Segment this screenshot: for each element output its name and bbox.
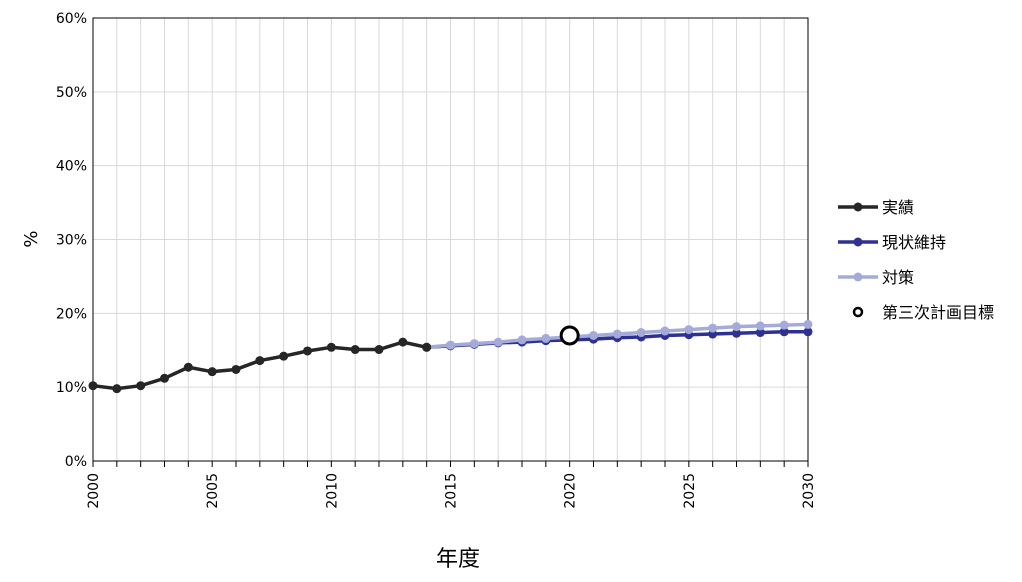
data-point	[803, 327, 813, 337]
data-point	[755, 328, 765, 338]
data-point	[279, 351, 289, 361]
data-point	[160, 373, 169, 383]
data-point	[517, 335, 527, 345]
series-group	[88, 319, 813, 394]
y-tick-label: 20%	[56, 306, 87, 322]
x-tick-label: 2010	[324, 473, 340, 509]
series-対策	[422, 319, 813, 352]
x-axis-ticks: 2000 2005 2010 2015 2020 2025 2030	[86, 473, 817, 509]
legend-label: 第三次計画目標	[882, 303, 994, 322]
legend-item: 第三次計画目標	[852, 303, 994, 322]
data-point	[112, 384, 122, 394]
grid	[92, 17, 809, 467]
data-point	[398, 337, 408, 347]
legend-swatch-marker	[853, 202, 863, 212]
x-axis-label: 年度	[436, 547, 480, 572]
data-point	[732, 322, 741, 332]
x-tick-label: 2020	[563, 473, 579, 509]
data-point	[255, 356, 265, 366]
x-tick-label: 2000	[86, 473, 102, 509]
data-point	[612, 329, 622, 339]
data-point	[803, 319, 813, 329]
y-tick-label: 30%	[56, 233, 87, 249]
legend-swatch-marker	[853, 237, 863, 247]
target-marker	[559, 325, 580, 346]
legend-swatch-marker	[853, 272, 863, 282]
data-point	[136, 381, 146, 391]
legend-item: 対策	[838, 268, 914, 287]
y-axis-label: %	[21, 230, 42, 247]
y-axis-ticks: 0% 10% 20% 30% 40% 50% 60%	[56, 11, 87, 470]
legend-label: 実績	[882, 198, 914, 217]
data-point	[732, 328, 741, 338]
data-point	[422, 342, 432, 352]
data-point	[350, 345, 360, 355]
data-point	[779, 327, 789, 337]
data-point	[779, 320, 789, 330]
x-tick-label: 2025	[682, 473, 698, 509]
x-tick-label: 2005	[205, 473, 221, 509]
data-point	[303, 346, 312, 356]
y-tick-label: 0%	[65, 454, 87, 470]
y-tick-label: 10%	[56, 380, 87, 396]
legend-label: 現状維持	[882, 233, 946, 252]
data-point	[660, 326, 670, 336]
data-point	[446, 340, 455, 350]
data-point	[493, 337, 503, 347]
data-point	[684, 325, 694, 335]
x-tick-label: 2030	[801, 473, 817, 509]
data-point	[541, 333, 551, 343]
data-point	[708, 323, 718, 333]
x-tick-label: 2015	[444, 473, 460, 509]
data-point	[469, 339, 479, 349]
legend-item: 実績	[838, 198, 914, 217]
data-point	[183, 362, 193, 372]
data-point	[755, 321, 765, 331]
data-point	[589, 330, 598, 340]
data-point	[88, 381, 98, 391]
data-point	[207, 367, 217, 377]
data-point	[374, 345, 384, 355]
data-point	[231, 364, 241, 374]
legend-swatch-marker	[852, 306, 864, 318]
legend-item: 現状維持	[838, 233, 946, 252]
data-point	[326, 342, 336, 352]
series-実績	[88, 337, 432, 394]
data-point	[636, 328, 646, 338]
legend-label: 対策	[882, 268, 914, 287]
y-tick-label: 50%	[56, 85, 87, 101]
y-tick-label: 60%	[56, 11, 87, 27]
y-tick-label: 40%	[56, 159, 87, 175]
